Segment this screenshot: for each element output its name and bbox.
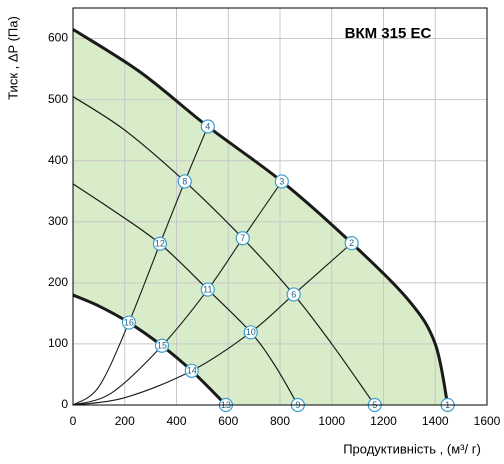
- x-tick-label: 200: [115, 414, 135, 428]
- plot-frame: [72, 7, 488, 406]
- point-label: 16: [124, 317, 134, 327]
- x-tick-label: 1600: [474, 414, 501, 428]
- y-tick-label: 500: [48, 92, 68, 106]
- chart-title: ВКМ 315 EC: [345, 25, 432, 42]
- y-tick-label: 400: [48, 153, 68, 167]
- operating-point: 4: [200, 119, 215, 134]
- operating-point: 11: [200, 282, 215, 297]
- point-label: 15: [157, 341, 167, 351]
- point-marker: [344, 236, 359, 251]
- x-tick-label: 1400: [422, 414, 449, 428]
- operating-point: 7: [235, 231, 250, 246]
- system-curve: [72, 181, 283, 406]
- x-axis-label: Продуктивність , (м³/ г): [343, 441, 481, 456]
- point-label: 4: [205, 121, 210, 131]
- fan-curve: [72, 28, 450, 406]
- operating-point: 6: [286, 287, 301, 302]
- point-marker: [184, 363, 199, 378]
- x-tick-label: 800: [270, 414, 290, 428]
- point-marker: [152, 236, 168, 251]
- y-axis-label: Тиск , ΔP (Па): [5, 16, 20, 100]
- point-marker: [177, 174, 192, 189]
- point-label: 12: [155, 239, 165, 249]
- operating-point: 14: [184, 363, 199, 378]
- y-tick-label: 200: [48, 275, 68, 289]
- x-tick-label: 0: [70, 414, 77, 428]
- point-label: 2: [349, 238, 354, 248]
- y-tick-label: 600: [48, 31, 68, 45]
- point-marker: [274, 174, 289, 189]
- point-label: 8: [182, 176, 187, 186]
- operating-point: 8: [177, 174, 192, 189]
- point-label: 10: [246, 327, 256, 337]
- x-tick-label: 1000: [318, 414, 345, 428]
- point-marker: [200, 282, 215, 297]
- point-label: 11: [203, 284, 212, 294]
- operating-point: 3: [274, 174, 289, 189]
- point-marker: [235, 231, 250, 246]
- y-tick-label: 100: [48, 336, 68, 350]
- system-curve: [72, 242, 353, 406]
- point-label: 7: [240, 233, 245, 243]
- operating-area: [73, 29, 448, 405]
- y-tick-label: 0: [61, 397, 68, 411]
- point-marker: [200, 119, 215, 134]
- point-label: 14: [187, 366, 197, 376]
- operating-point: 15: [154, 338, 170, 353]
- x-tick-label: 400: [166, 414, 186, 428]
- point-label: 6: [291, 289, 296, 299]
- x-tick-label: 600: [218, 414, 238, 428]
- y-tick-label: 300: [48, 214, 68, 228]
- point-marker: [121, 315, 136, 330]
- point-marker: [154, 338, 170, 353]
- point-marker: [286, 287, 301, 302]
- point-label: 3: [279, 176, 284, 186]
- operating-point: 12: [152, 236, 168, 251]
- operating-point: 16: [121, 315, 136, 330]
- x-tick-label: 1200: [370, 414, 397, 428]
- operating-point: 2: [344, 236, 359, 251]
- point-marker: [243, 325, 258, 340]
- operating-point: 10: [243, 325, 258, 340]
